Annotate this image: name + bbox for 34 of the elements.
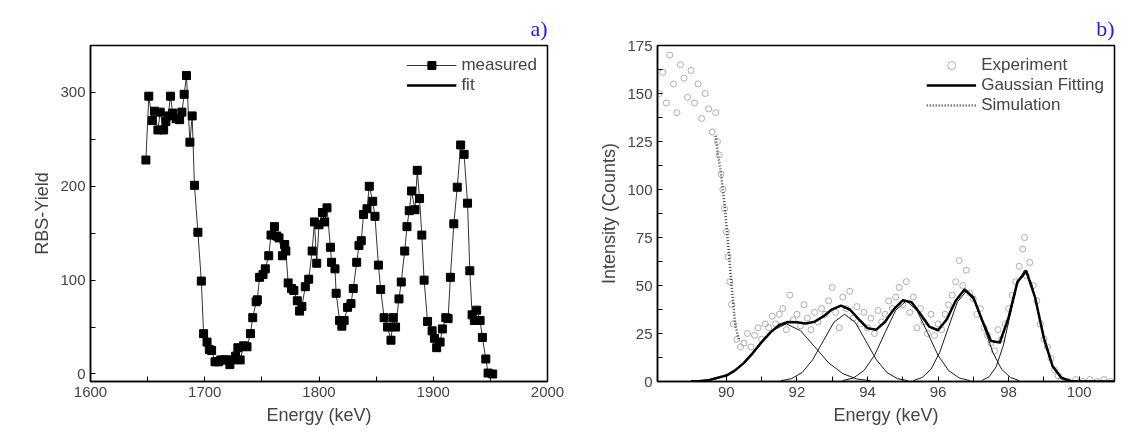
y-tick-label: 175 (627, 36, 653, 54)
legend-label: Experiment (981, 55, 1068, 75)
y-tick-label: 200 (60, 177, 86, 195)
x-axis-title: Energy (keV) (833, 404, 939, 425)
legend-label: measured (461, 55, 537, 75)
x-tick-label: 2000 (530, 382, 565, 400)
x-tick-label: 92 (788, 382, 806, 400)
y-tick-label: 125 (627, 132, 653, 150)
y-axis-title: RBS-Yield (32, 172, 53, 255)
chart-title: b) (1096, 15, 1115, 41)
x-tick-label: 1900 (416, 382, 450, 400)
y-tick-label: 0 (644, 372, 653, 390)
x-axis-title: Energy (keV) (266, 404, 372, 425)
x-tick-label: 1700 (188, 382, 222, 400)
y-tick-label: 0 (77, 364, 86, 382)
x-tick-label: 1600 (73, 382, 108, 400)
legend-label: Simulation (981, 95, 1061, 115)
y-tick-label: 25 (635, 324, 653, 342)
legend-label: fit (461, 75, 476, 95)
x-tick-label: 98 (1000, 382, 1017, 400)
y-tick-label: 50 (635, 276, 653, 294)
x-tick-label: 1800 (302, 382, 336, 400)
y-tick-label: 100 (60, 271, 86, 289)
y-tick-label: 75 (635, 228, 653, 246)
x-tick-label: 100 (1066, 382, 1092, 400)
x-tick-label: 96 (929, 382, 947, 400)
y-tick-label: 150 (627, 84, 653, 102)
x-tick-label: 90 (717, 382, 735, 400)
chart-title: a) (530, 15, 548, 41)
y-tick-label: 300 (60, 83, 86, 101)
y-tick-label: 100 (627, 180, 653, 198)
y-axis-title: Intensity (Counts) (599, 142, 620, 285)
x-tick-label: 94 (859, 382, 876, 400)
legend-label: Gaussian Fitting (981, 75, 1104, 95)
